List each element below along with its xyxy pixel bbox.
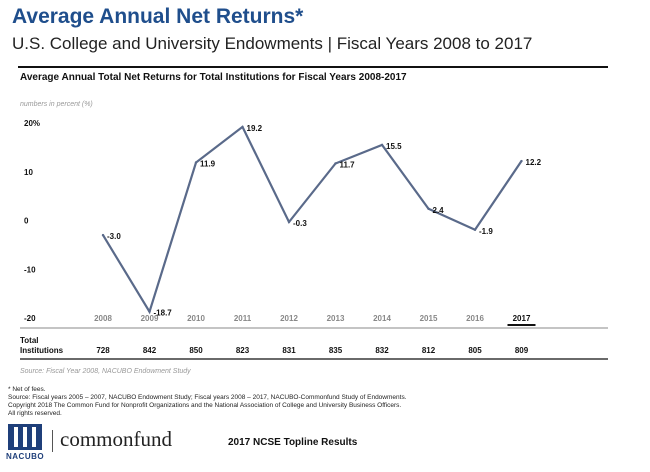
data-point xyxy=(334,162,337,165)
y-tick-label: 0 xyxy=(24,217,29,226)
data-point xyxy=(148,310,151,313)
table-label-total: Total xyxy=(20,336,39,345)
institution-count: 842 xyxy=(143,346,157,355)
y-tick-label: -20 xyxy=(24,314,36,323)
data-label: 19.2 xyxy=(247,124,263,133)
chart-title: Average Annual Total Net Returns for Tot… xyxy=(20,72,407,83)
data-label: -1.9 xyxy=(479,227,493,236)
footnotes: * Net of fees. Source: Fiscal years 2005… xyxy=(8,386,407,418)
x-tick-label: 2017 xyxy=(513,314,531,323)
brand-divider xyxy=(52,430,53,452)
x-tick-label: 2014 xyxy=(373,314,391,323)
data-point xyxy=(520,159,523,163)
institution-count: 831 xyxy=(282,346,296,355)
x-tick-label: 2016 xyxy=(466,314,484,323)
source-note: Source: Fiscal Year 2008, NACUBO Endowme… xyxy=(20,368,191,375)
data-label: 15.5 xyxy=(386,142,402,151)
data-label: 11.9 xyxy=(200,159,216,168)
y-tick-label: 20% xyxy=(24,119,40,128)
data-point xyxy=(287,220,291,224)
page-subtitle: U.S. College and University Endowments |… xyxy=(12,34,533,53)
institution-count: 832 xyxy=(375,346,389,355)
x-tick-label: 2012 xyxy=(280,314,298,323)
data-point xyxy=(194,161,198,164)
x-tick-label: 2010 xyxy=(187,314,205,323)
institution-count: 728 xyxy=(96,346,110,355)
units-note: numbers in percent (%) xyxy=(20,101,93,108)
data-label: 11.7 xyxy=(340,160,356,169)
institution-count: 823 xyxy=(236,346,250,355)
returns-series-line xyxy=(102,125,523,315)
data-point xyxy=(101,233,105,237)
x-tick-label: 2008 xyxy=(94,314,112,323)
institution-count: 835 xyxy=(329,346,343,355)
institution-count: 809 xyxy=(515,346,529,355)
footnote-source: Source: Fiscal years 2005 – 2007, NACUBO… xyxy=(8,394,407,401)
data-point xyxy=(380,143,384,147)
data-point xyxy=(241,125,244,129)
data-label: -3.0 xyxy=(107,232,121,241)
data-point xyxy=(427,207,430,210)
data-point xyxy=(473,228,477,231)
y-tick-label: -10 xyxy=(24,265,36,274)
footnote-rights: All rights reserved. xyxy=(8,410,62,417)
data-label: 12.2 xyxy=(526,158,542,167)
panel-top-rule xyxy=(18,66,608,68)
footnote-copyright: Copyright 2018 The Common Fund for Nonpr… xyxy=(8,402,402,409)
footnote-net-of-fees: * Net of fees. xyxy=(8,386,46,393)
y-tick-label: 10 xyxy=(24,168,33,177)
nacubo-logo-icon xyxy=(8,424,42,450)
institution-count: 850 xyxy=(189,346,203,355)
institution-count: 812 xyxy=(422,346,436,355)
nacubo-logo-text: NACUBO xyxy=(6,452,45,461)
report-name: 2017 NCSE Topline Results xyxy=(228,437,358,448)
x-tick-label: 2015 xyxy=(420,314,438,323)
x-tick-label: 2011 xyxy=(234,314,252,323)
page-title: Average Annual Net Returns* xyxy=(12,5,304,28)
commonfund-wordmark: commonfund xyxy=(60,427,172,451)
x-tick-label: 2013 xyxy=(327,314,345,323)
data-label: -18.7 xyxy=(154,309,173,318)
institution-count: 805 xyxy=(468,346,482,355)
data-label: -0.3 xyxy=(293,219,307,228)
x-tick-label: 2009 xyxy=(141,314,159,323)
data-label: 2.4 xyxy=(433,206,445,215)
table-label-institutions: Institutions xyxy=(20,346,64,355)
